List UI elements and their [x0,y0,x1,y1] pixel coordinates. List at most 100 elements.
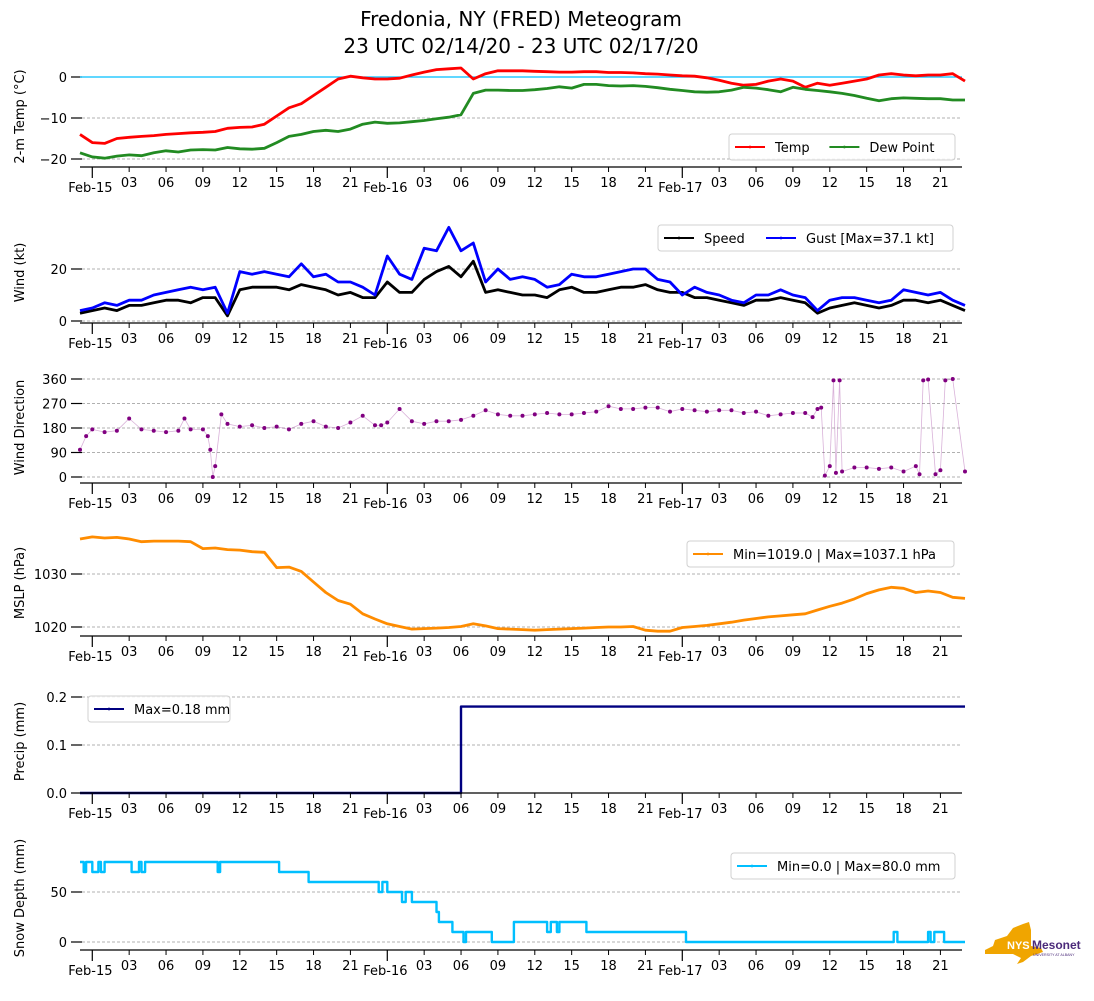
x-hour-label: 21 [342,176,359,191]
data-point [921,378,926,383]
x-hour-label: 21 [342,645,359,660]
x-hour-label: 09 [490,959,507,974]
nys-mesonet-logo: NYS Mesonet UNIVERSITY AT ALBANY [985,922,1081,964]
x-hour-label: 18 [895,802,912,817]
x-day-label: Feb-17 [658,964,702,979]
x-hour-label: 18 [305,959,322,974]
legend-label: Gust [Max=37.1 kt] [806,232,934,247]
x-hour-label: 03 [711,645,728,660]
data-point [950,377,955,381]
x-hour-label: 09 [785,176,802,191]
x-day-label: Feb-15 [68,497,112,512]
x-day-label: Feb-16 [363,337,407,352]
x-hour-label: 09 [195,802,212,817]
data-point [717,408,722,413]
panel-temp: 0 −10 −20 2-m Temp (°C) Feb-15 Feb-16 Feb-17 03… [13,66,966,196]
data-point [680,406,685,411]
data-point [926,377,931,382]
data-point [827,464,832,469]
x-hour-label: 15 [563,645,580,660]
y-tick-label: −10 [40,112,67,127]
data-point [323,424,328,429]
data-point [889,465,894,470]
x-hour-label: 03 [121,176,138,191]
x-hour-label: 12 [232,176,249,191]
data-point [114,428,119,433]
x-hour-label: 21 [932,802,949,817]
x-hour-label: 06 [748,332,765,347]
data-point [557,412,562,417]
data-point [151,428,156,433]
legend-box [730,852,956,880]
x-hour-label: 09 [785,332,802,347]
y-axis-label: Wind (kt) [13,243,28,303]
x-hour-label: 03 [121,332,138,347]
x-hour-label: 15 [858,176,875,191]
x-hour-label: 09 [785,492,802,507]
x-hour-label: 21 [342,332,359,347]
x-hour-label: 09 [490,492,507,507]
legend-marker [843,145,846,149]
legend-label: Max=0.18 mm [134,703,230,718]
x-hour-label: 15 [268,492,285,507]
panel-wind: 0 20 Wind (kt) Feb-15 Feb-16 Feb-17 03 06 09 12 15… [13,224,966,352]
y-tick-label: 90 [50,447,67,462]
legend-temp: Temp Dew Point [728,133,956,161]
data-point [78,447,82,452]
x-hour-label: 18 [600,802,617,817]
x-hour-label: 12 [232,332,249,347]
series-line-snow-depth [80,860,965,944]
y-axis-label: Wind Direction [13,380,28,476]
legend-marker [706,552,710,556]
x-hour-label: 12 [527,492,544,507]
x-hour-label: 12 [527,332,544,347]
y-axis-label: 2-m Temp (°C) [13,69,28,163]
x-hour-label: 03 [711,332,728,347]
legend-label: Min=0.0 | Max=80.0 mm [777,860,940,875]
logo-mesonet-text: Mesonet [1032,938,1081,952]
data-point [766,413,771,418]
x-hour-label: 15 [858,959,875,974]
x-hour-label: 21 [637,176,654,191]
x-hour-label: 03 [121,645,138,660]
series-line-direction [79,378,966,478]
x-hour-label: 21 [637,959,654,974]
y-tick-label: 270 [42,398,67,413]
x-hour-label: 09 [490,332,507,347]
x-hour-label: 18 [895,176,912,191]
data-point [901,469,906,474]
series-line-temp [79,66,966,145]
x-hour-label: 18 [895,645,912,660]
y-axis-label: Precip (mm) [13,702,28,781]
x-hour-label: 21 [637,802,654,817]
data-point [741,411,746,416]
data-point [274,424,279,429]
x-day-label: Feb-16 [363,964,407,979]
data-point [495,412,500,417]
x-hour-label: 15 [563,492,580,507]
data-point [139,427,144,432]
y-tick-label: 0.2 [46,691,67,706]
x-hour-label: 06 [158,176,175,191]
series-line-mslp [79,535,966,633]
chart-title-line2: 23 UTC 02/14/20 - 23 UTC 02/17/20 [343,34,699,58]
panel-precip: 0.0 0.1 0.2 Precip (mm) Feb-15 Feb-16 Feb-17 03… [13,691,965,822]
data-point [237,424,242,429]
x-day-label: Feb-17 [658,497,702,512]
data-point [938,468,943,473]
x-hour-label: 12 [527,959,544,974]
x-hour-label: 03 [711,492,728,507]
legend-label: Min=1019.0 | Max=1037.1 hPa [733,548,936,563]
x-hour-label: 21 [342,492,359,507]
data-point [606,404,611,409]
data-point [219,412,224,417]
data-point [459,417,464,422]
data-point [84,434,89,439]
x-hour-label: 18 [895,492,912,507]
data-point [520,413,525,418]
data-point [819,405,824,410]
x-hour-label: 06 [748,176,765,191]
x-hour-label: 21 [342,959,359,974]
x-hour-label: 06 [158,959,175,974]
legend-box [657,224,954,252]
